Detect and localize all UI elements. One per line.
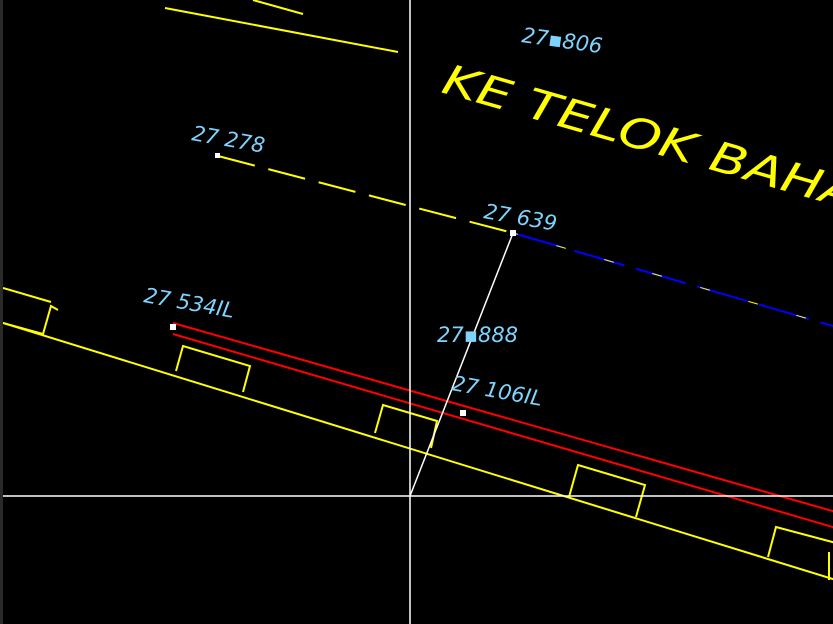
marker-106: [460, 410, 466, 416]
level-label-106: 27 106IL: [450, 371, 544, 411]
level-label-639: 27 639: [482, 199, 559, 235]
cad-canvas[interactable]: KE TELOK BAHA 27▪806 27 278: [3, 0, 833, 624]
kerb-block-1: [175, 344, 252, 393]
boundary-line-top: [164, 7, 399, 53]
marker-534: [170, 324, 176, 330]
measure-line: [409, 232, 514, 497]
road-edge-upper-left: [3, 287, 52, 303]
level-label-888: 27▪888: [437, 323, 518, 347]
level-label-534: 27 534IL: [142, 283, 236, 323]
marker-639: [510, 230, 516, 236]
road-edge-main: [3, 322, 833, 581]
boundary-line-top-tick: [252, 0, 304, 15]
kerb-block-3: [568, 463, 647, 518]
road-centreline: [217, 155, 514, 234]
point-markers: [170, 153, 516, 416]
pipe-line-lower: [172, 333, 833, 529]
drain-line: [512, 232, 833, 327]
road-edge-upper: [3, 304, 59, 336]
pipe-line-upper: [172, 322, 833, 513]
marker-278: [215, 153, 220, 158]
level-label-806: 27▪806: [520, 23, 604, 58]
kerb-block-4: [767, 525, 833, 558]
road-label: KE TELOK BAHA: [437, 55, 833, 221]
level-label-278: 27 278: [190, 121, 267, 157]
